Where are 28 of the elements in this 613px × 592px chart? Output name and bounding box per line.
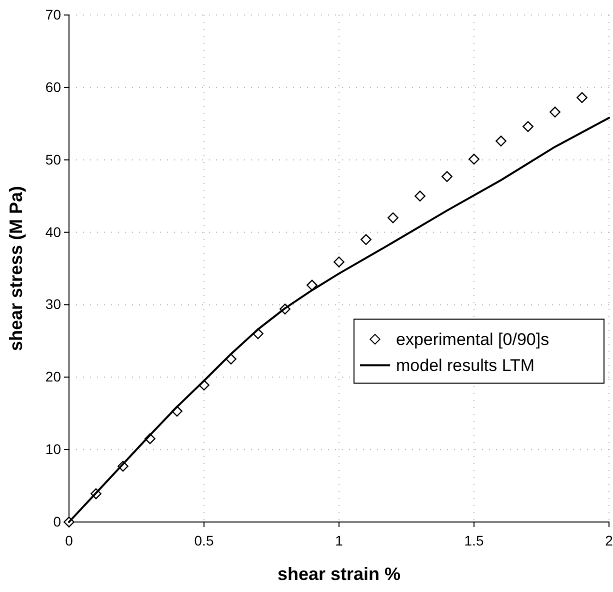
- point: [496, 136, 506, 146]
- y-tick-label: 30: [45, 296, 62, 312]
- point: [550, 106, 560, 118]
- y-axis-title: shear stress (M Pa): [6, 186, 26, 352]
- point: [522, 121, 534, 132]
- legend-label: model results LTM: [396, 356, 535, 376]
- y-tick-label: 40: [45, 224, 62, 240]
- point: [414, 190, 426, 202]
- x-tick-label: 1: [335, 532, 344, 548]
- x-axis-title: shear strain %: [277, 564, 401, 584]
- y-tick-label: 70: [45, 6, 62, 22]
- point: [442, 171, 452, 182]
- y-tick-label: 0: [53, 513, 62, 530]
- x-tick-label: 2: [605, 532, 613, 548]
- x-tick-label: 0: [65, 532, 74, 548]
- point: [468, 154, 480, 165]
- y-tick-label: 50: [45, 151, 62, 168]
- point: [306, 280, 318, 291]
- y-tick-label: 10: [45, 441, 62, 458]
- x-tick-label: 1.5: [464, 532, 484, 548]
- legend-label: experimental [0/90]s: [396, 330, 550, 350]
- y-tick-label: 20: [45, 368, 62, 385]
- point: [334, 256, 344, 268]
- point: [360, 234, 372, 245]
- point: [388, 212, 398, 224]
- point: [576, 92, 588, 104]
- y-tick-label: 60: [45, 78, 62, 95]
- x-tick-label: 0.5: [194, 532, 214, 548]
